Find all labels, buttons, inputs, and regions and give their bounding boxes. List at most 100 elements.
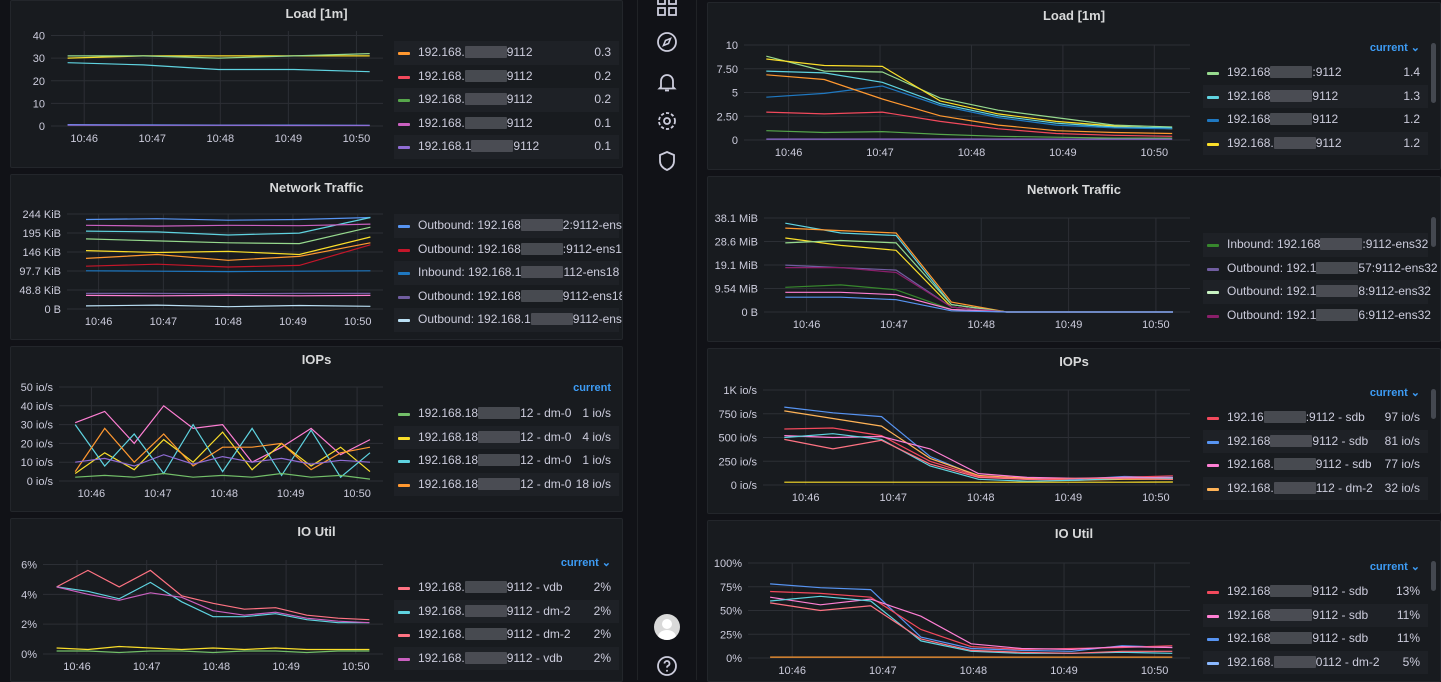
legend-label-prefix: 192.168.	[418, 580, 465, 594]
series-color-swatch	[1207, 615, 1219, 618]
y-tick-label: 50 io/s	[21, 382, 54, 394]
series-line	[68, 63, 370, 72]
redacted-address	[465, 581, 507, 593]
x-tick-label: 10:50	[1142, 319, 1170, 331]
redacted-address	[1274, 482, 1316, 494]
legend-label-suffix: 8:9112-ens32	[1358, 284, 1431, 298]
series-color-swatch	[1207, 268, 1219, 271]
help-icon[interactable]	[655, 654, 679, 678]
y-tick-label: 10 io/s	[21, 457, 54, 469]
legend-item[interactable]: Outbound: 192.1 8:9112-ens32	[1203, 280, 1428, 304]
legend-scrollbar[interactable]	[1431, 389, 1436, 419]
legend-value: 0.2	[594, 65, 611, 89]
series-color-swatch	[1207, 96, 1219, 99]
x-tick-label: 10:47	[150, 316, 178, 328]
redacted-address	[478, 478, 520, 490]
legend-sort-current[interactable]: current ⌄	[1370, 560, 1420, 573]
legend-value: 1.3	[1403, 85, 1420, 109]
avatar[interactable]	[654, 614, 680, 640]
explore-icon[interactable]	[655, 30, 679, 54]
legend-label-suffix: 9112 - sdb	[1312, 631, 1368, 645]
legend-label-suffix: 112 - dm-2	[1316, 481, 1373, 495]
redacted-address	[478, 407, 520, 419]
x-tick-label: 10:48	[203, 661, 231, 673]
redacted-address	[1320, 238, 1362, 250]
series-color-swatch	[1207, 464, 1219, 467]
y-tick-label: 4%	[21, 589, 37, 601]
legend-value: 18 io/s	[576, 473, 611, 497]
legend-value: 2%	[594, 576, 611, 600]
legend-scrollbar[interactable]	[1431, 43, 1436, 103]
legend-value: 11%	[1397, 627, 1420, 651]
x-tick-label: 10:49	[1049, 147, 1077, 159]
legend-scrollbar[interactable]	[1431, 217, 1436, 247]
legend-label-suffix: 9112	[507, 116, 533, 130]
legend-scrollbar[interactable]	[1431, 561, 1436, 591]
y-tick-label: 0	[732, 135, 738, 147]
alerting-icon[interactable]	[655, 70, 679, 94]
legend-sort-current[interactable]: current	[573, 382, 611, 394]
x-tick-label: 10:46	[78, 488, 106, 500]
legend-sort-current[interactable]: current ⌄	[1370, 41, 1420, 54]
series-color-swatch	[398, 76, 410, 79]
legend-sort-current[interactable]: current ⌄	[561, 556, 611, 569]
legend-label-suffix: 9112 - sdb	[1316, 457, 1372, 471]
legend-label-suffix: 12 - dm-0	[520, 430, 571, 444]
x-tick-label: 10:48	[214, 316, 242, 328]
y-tick-label: 250 io/s	[718, 456, 757, 468]
legend-item[interactable]: Inbound: 192.168:9112-ens32	[1203, 233, 1428, 257]
legend-label-suffix: 9112-ens18	[573, 312, 623, 326]
legend-label-prefix: 192.16	[1227, 410, 1264, 424]
redacted-address	[1316, 285, 1358, 297]
legend-label-prefix: Inbound: 192.168	[1227, 237, 1320, 251]
settings-icon[interactable]	[655, 109, 679, 133]
x-tick-label: 10:50	[343, 488, 371, 500]
redacted-address	[531, 313, 573, 325]
dashboards-icon[interactable]	[655, 0, 679, 18]
y-tick-label: 2.50	[717, 111, 738, 123]
legend-label-prefix: 192.168	[1227, 65, 1270, 79]
legend-label-prefix: Outbound: 192.1	[1227, 284, 1316, 298]
legend-label-suffix: 9112 - dm-2	[507, 604, 571, 618]
x-tick-label: 10:50	[1141, 665, 1169, 677]
series-line	[57, 647, 370, 650]
legend-item[interactable]: Outbound: 192.168:9112-ens18	[394, 238, 619, 262]
legend-sort-current[interactable]: current ⌄	[1370, 386, 1420, 399]
redacted-address	[465, 652, 507, 664]
y-tick-label: 750 io/s	[718, 409, 757, 421]
series-color-swatch	[1207, 315, 1219, 318]
shield-icon[interactable]	[655, 149, 679, 173]
